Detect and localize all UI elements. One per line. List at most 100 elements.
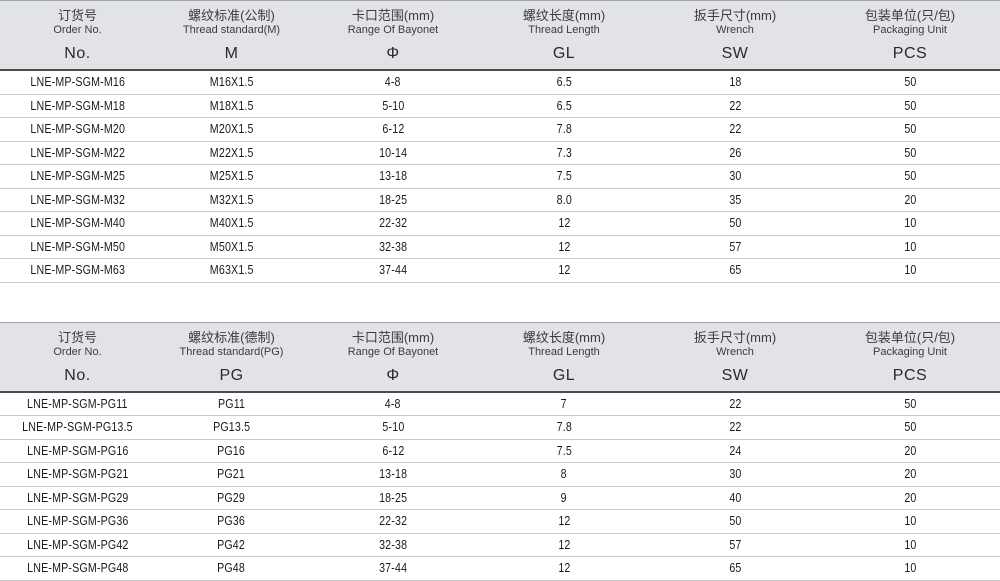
value-cell: M32X1.5 [155,188,308,212]
order-no-cell: LNE-MP-SGM-PG16 [0,439,155,463]
cell-text: 7.8 [556,121,572,137]
value-cell: 22 [650,391,820,416]
value-cell: 65 [650,258,820,283]
table-row: LNE-MP-SGM-M40 M40X1.5 22-32 12 50 10 [0,211,1000,236]
cell-text: 22 [728,419,742,435]
column-label-zh: 卡口范围(mm) [351,8,435,23]
cell-text: 8 [560,466,568,482]
cell-text: 7.8 [556,419,572,435]
cell-text: 9 [560,489,568,505]
value-cell: M40X1.5 [155,211,308,236]
column-label-zh: 包装单位(只/包) [864,8,956,23]
value-cell: 8.0 [478,188,650,212]
table-row: LNE-MP-SGM-PG48 PG48 37-44 12 65 10 [0,556,1000,581]
cell-text: 6.5 [556,97,572,113]
pg-spec-table: 订货号 Order No. No. 螺纹标准(德制) Thread standard(P… [0,321,1000,581]
cell-text: LNE-MP-SGM-M22 [30,144,125,160]
cell-text: 30 [728,168,742,184]
cell-text: LNE-MP-SGM-M18 [30,97,125,113]
value-cell: PG16 [155,439,308,463]
value-cell: 22 [650,117,820,142]
order-no-cell: LNE-MP-SGM-M63 [0,258,155,283]
cell-text: M32X1.5 [209,191,254,207]
column-label-zh: 订货号 [57,8,97,23]
column-label-en: Thread Length [528,24,600,36]
cell-text: 10 [903,238,917,254]
value-cell: 24 [650,439,820,463]
cell-text: 50 [903,168,917,184]
value-cell: 50 [650,509,820,534]
cell-text: 12 [557,513,571,529]
cell-text: 7.5 [556,168,572,184]
value-cell: 6.5 [478,70,650,95]
cell-text: M20X1.5 [209,121,254,137]
table-row: LNE-MP-SGM-M50 M50X1.5 32-38 12 57 10 [0,235,1000,259]
value-cell: 30 [650,462,820,487]
table-row: LNE-MP-SGM-M20 M20X1.5 6-12 7.8 22 50 [0,117,1000,142]
cell-text: 12 [557,238,571,254]
cell-text: 10 [903,536,917,552]
cell-text: PG48 [217,560,246,576]
metric-spec-table: 订货号 Order No. No. 螺纹标准(公制) Thread standard(M… [0,0,1000,283]
value-cell: 7.8 [478,117,650,142]
column-abbr: PCS [892,45,928,62]
table-gap [0,282,1000,322]
order-no-cell: LNE-MP-SGM-M18 [0,94,155,118]
value-cell: PG36 [155,509,308,534]
column-label-zh: 螺纹长度(mm) [522,329,606,345]
column-label-zh: 螺纹标准(德制) [188,329,275,345]
cell-text: M22X1.5 [209,144,254,160]
cell-text: PG16 [217,442,246,458]
column-label-zh: 包装单位(只/包) [864,329,956,345]
table-row: LNE-MP-SGM-M22 M22X1.5 10-14 7.3 26 50 [0,141,1000,165]
cell-text: 10 [903,513,917,529]
cell-text: 18-25 [378,489,408,505]
order-no-cell: LNE-MP-SGM-M50 [0,235,155,259]
column-abbr: No. [64,45,91,62]
cell-text: 22 [728,97,742,113]
cell-text: 7 [560,395,568,411]
value-cell: 10 [820,211,1000,236]
value-cell: M50X1.5 [155,235,308,259]
column-abbr: SW [721,366,749,384]
cell-text: LNE-MP-SGM-M32 [30,191,125,207]
column-label-en: Wrench [716,24,754,36]
column-header-metric-3: 卡口范围(mm) Range Of Bayonet Φ [308,0,478,71]
cell-text: 18 [728,74,742,90]
cell-text: LNE-MP-SGM-M63 [30,262,125,278]
value-cell: 6.5 [478,94,650,118]
cell-text: 5-10 [381,419,404,435]
cell-text: 18-25 [378,191,408,207]
table-row: LNE-MP-SGM-M18 M18X1.5 5-10 6.5 22 50 [0,94,1000,118]
cell-text: LNE-MP-SGM-PG29 [26,489,129,505]
cell-text: LNE-MP-SGM-M50 [30,238,125,254]
value-cell: 50 [820,94,1000,118]
cell-text: 24 [728,442,742,458]
cell-text: 4-8 [385,395,401,411]
value-cell: 7.5 [478,439,650,463]
value-cell: 65 [650,556,820,581]
cell-text: 22-32 [378,513,408,529]
cell-text: 5-10 [381,97,404,113]
order-no-cell: LNE-MP-SGM-M22 [0,141,155,165]
value-cell: M25X1.5 [155,164,308,189]
cell-text: 32-38 [378,536,408,552]
value-cell: 8 [478,462,650,487]
order-no-cell: LNE-MP-SGM-PG42 [0,533,155,557]
cell-text: 7.5 [556,442,572,458]
value-cell: 13-18 [308,462,478,487]
order-no-cell: LNE-MP-SGM-M16 [0,70,155,95]
column-label-en: Range Of Bayonet [347,24,439,36]
value-cell: 22 [650,94,820,118]
cell-text: 7.3 [556,144,572,160]
table-row: LNE-MP-SGM-PG13.5 PG13.5 5-10 7.8 22 50 [0,415,1000,440]
cell-text: 26 [728,144,742,160]
cell-text: LNE-MP-SGM-PG42 [26,536,129,552]
cell-text: 50 [728,513,742,529]
value-cell: 37-44 [308,556,478,581]
column-abbr: M [224,45,239,62]
header-row: 订货号 Order No. No. 螺纹标准(公制) Thread standard(M… [0,0,1000,71]
value-cell: 10 [820,556,1000,581]
value-cell: M18X1.5 [155,94,308,118]
column-header-pg-1: 订货号 Order No. No. [0,322,155,393]
